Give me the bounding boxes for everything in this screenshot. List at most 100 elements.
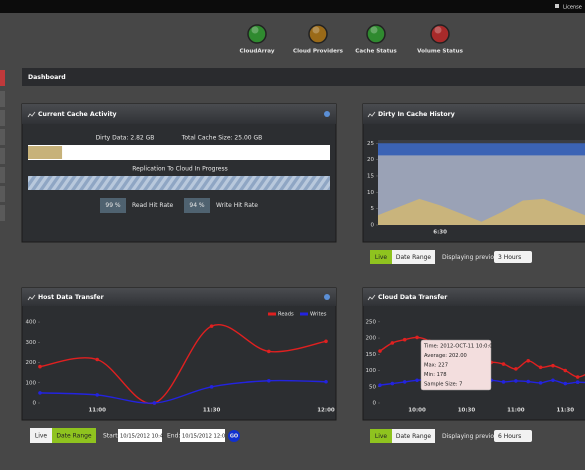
point (526, 358, 531, 363)
go-button[interactable] (228, 430, 240, 442)
date-range-button[interactable] (52, 428, 96, 443)
side-tab[interactable] (0, 129, 5, 145)
y-tick-label: 200 (26, 360, 37, 366)
point (415, 335, 419, 340)
status-light[interactable] (430, 24, 450, 44)
status-label: Cache Status (355, 49, 397, 55)
live-button[interactable] (30, 428, 52, 443)
cache-bar-track (28, 145, 330, 160)
side-tabs (0, 70, 5, 221)
live-button[interactable] (370, 429, 392, 443)
status-shine (251, 26, 259, 34)
panel-header (22, 104, 336, 124)
point (209, 324, 214, 328)
live-label: Live (375, 433, 388, 440)
period-select[interactable] (494, 430, 532, 442)
point (390, 341, 395, 345)
start-input[interactable] (118, 429, 162, 442)
legend-label: Reads (278, 312, 294, 318)
status-label: CloudArray (240, 49, 275, 55)
y-tick-label: 15 (367, 173, 374, 179)
date-range-label: Date Range (396, 254, 432, 261)
end-input[interactable] (180, 429, 225, 442)
x-tick-label: 12:00 (317, 408, 335, 414)
side-tab[interactable] (0, 110, 5, 126)
point (514, 379, 518, 383)
y-tick-label: 0 (33, 401, 37, 407)
legend-label: Writes (310, 312, 327, 318)
period-select-value: 6 Hours (498, 433, 521, 440)
side-tab[interactable] (0, 186, 5, 202)
point (95, 393, 99, 397)
total-cache-label: Total Cache Size: 25.00 GB (181, 135, 263, 142)
x-tick-label: 6:30 (433, 230, 447, 236)
point (538, 381, 543, 385)
x-tick-label: 10:30 (458, 408, 476, 414)
x-tick-label: 11:30 (203, 408, 221, 414)
side-tab[interactable] (0, 205, 5, 221)
point (38, 391, 42, 395)
write-hit-value: 94 % (189, 202, 205, 209)
date-range-label: Date Range (56, 433, 92, 440)
help-icon[interactable] (324, 111, 330, 117)
point (563, 381, 568, 386)
y-tick-label: 400 (26, 320, 37, 326)
tooltip-line: Time: 2012-OCT-11 10:0:0 (423, 344, 493, 350)
point (324, 379, 328, 384)
point (575, 380, 580, 385)
y-tick-label: 50 (369, 384, 376, 390)
panel-title: Dirty In Cache History (378, 111, 455, 118)
point (378, 383, 382, 387)
panel-title: Host Data Transfer (38, 294, 105, 301)
point (514, 367, 518, 371)
help-icon[interactable] (324, 294, 330, 300)
side-tab[interactable] (0, 148, 5, 164)
start-input-value: 10/15/2012 10:4 (120, 434, 164, 440)
write-hit-label: Write Hit Rate (216, 202, 258, 209)
line (39, 379, 327, 404)
status-light[interactable] (366, 24, 386, 44)
side-tab[interactable] (0, 91, 5, 107)
replication-label: Replication To Cloud In Progress (132, 166, 227, 173)
y-tick-label: 300 (26, 340, 37, 346)
y-tick-label: 10 (367, 190, 374, 196)
dashboard-title: Dashboard (28, 74, 66, 81)
status-light[interactable] (308, 24, 328, 44)
point (526, 379, 531, 384)
y-tick-label: 0 (371, 223, 375, 229)
end-label: End: (167, 433, 180, 440)
point (267, 378, 271, 383)
date-range-button[interactable] (392, 429, 435, 443)
side-tab[interactable] (0, 70, 5, 86)
panel (21, 287, 337, 421)
x-tick-label: 11:30 (557, 408, 575, 414)
dashboard-bar (22, 68, 585, 86)
point (38, 364, 42, 369)
date-range-button[interactable] (392, 250, 435, 264)
end-input-value: 10/15/2012 12:0 (182, 434, 225, 440)
point (209, 385, 214, 389)
point (324, 339, 328, 344)
start-label: Start: (103, 433, 120, 440)
tooltip-line: Average: 202.00 (424, 353, 467, 359)
point (95, 357, 99, 362)
y-tick-label: 200 (366, 336, 377, 342)
live-button[interactable] (370, 250, 392, 264)
period-select[interactable] (494, 251, 532, 263)
y-tick-label: 5 (371, 206, 375, 212)
point (563, 368, 568, 373)
side-tab[interactable] (0, 167, 5, 183)
point (267, 349, 271, 354)
top-bar (0, 0, 585, 13)
x-tick-label: 11:00 (507, 408, 525, 414)
panel-title: Current Cache Activity (38, 111, 117, 118)
license-link[interactable]: License (563, 5, 582, 11)
dirty-data-label: Dirty Data: 2.82 GB (96, 135, 155, 142)
y-tick-label: 100 (26, 380, 37, 386)
live-label: Live (35, 433, 48, 440)
tooltip-line: Min: 178 (424, 372, 447, 378)
status-shine (312, 26, 320, 34)
live-label: Live (375, 254, 388, 261)
panel-title: Cloud Data Transfer (378, 294, 448, 301)
status-light[interactable] (247, 24, 267, 44)
